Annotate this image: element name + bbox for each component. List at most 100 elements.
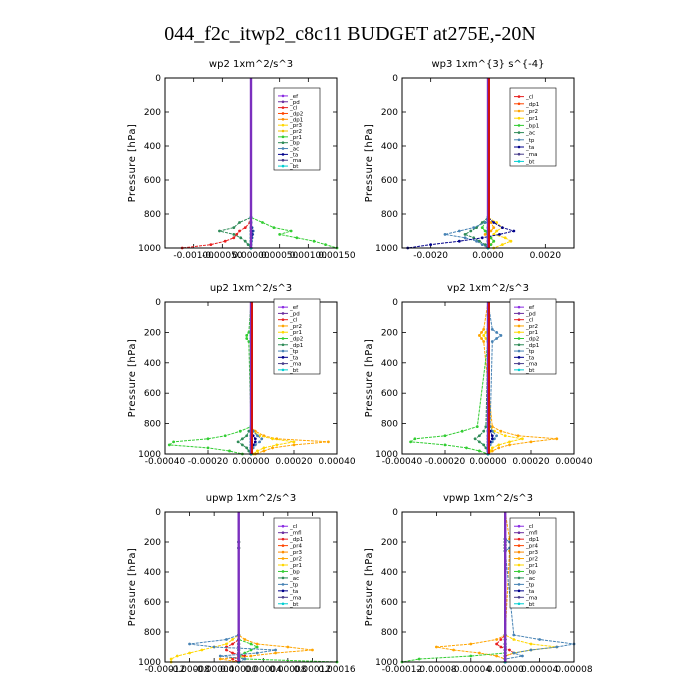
x-tick-label: -0.00050: [202, 251, 243, 261]
series-point: [312, 239, 316, 243]
series-point: [495, 642, 498, 646]
plot-frame: [164, 77, 338, 249]
series-point: [225, 648, 228, 652]
legend-label: _ma: [525, 152, 537, 158]
x-tick-label: 0.00100: [290, 251, 327, 261]
series-point: [274, 651, 277, 655]
legend-label: _cl: [525, 524, 534, 530]
legend-marker: [281, 537, 285, 541]
y-tick-label: 1000: [375, 658, 398, 668]
y-tick-label: 0: [392, 508, 398, 518]
legend-label: _pr3: [289, 550, 303, 556]
series-point: [499, 429, 503, 433]
series-point: [235, 233, 239, 236]
y-tick-label: 1000: [138, 244, 161, 254]
series-point: [469, 654, 473, 658]
panel-title: wp3 1xm^{3} s^{-4}: [431, 59, 544, 70]
legend-label: _dp2: [289, 337, 303, 343]
series-point: [480, 226, 484, 230]
series-point: [256, 449, 259, 453]
legend-marker: [281, 312, 285, 315]
series-point: [465, 446, 468, 450]
legend-marker: [281, 318, 285, 321]
series-point: [238, 229, 241, 233]
legend-marker: [517, 531, 521, 534]
legend-label: _pr4: [289, 544, 303, 550]
series-point: [490, 340, 494, 343]
y-tick-label: 600: [381, 598, 398, 608]
series-point: [508, 443, 511, 447]
legend-marker: [281, 123, 285, 127]
series-point: [490, 434, 494, 438]
panel-title: vp2 1xm^2/s^3: [447, 283, 529, 294]
plot-frame: [401, 301, 575, 455]
series-point: [555, 645, 559, 649]
series-point: [243, 239, 247, 243]
legend-label: _bp: [289, 569, 300, 575]
legend-label: _pd: [525, 311, 536, 317]
series-point: [271, 446, 274, 450]
series-point: [443, 233, 447, 236]
series-point: [292, 443, 296, 447]
x-tick-label: 0.00000: [469, 457, 506, 467]
chart-panel: vp2 1xm^2/s^3 Pressure [hPa] 0 200 400 600 800…: [364, 283, 593, 467]
x-tick-label: 0.00004: [521, 665, 558, 675]
series-line: [463, 78, 489, 249]
y-tick-label: 400: [381, 359, 398, 369]
series-point: [225, 642, 228, 646]
series-point: [245, 446, 249, 450]
y-tick-label: 1000: [138, 658, 161, 668]
chart-panel: wp3 1xm^{3} s^{-4} Pressure [hPa] 0 200 400 6…: [364, 59, 575, 261]
series-point: [475, 226, 478, 230]
y-tick-label: 600: [381, 176, 398, 186]
series-point: [243, 226, 247, 230]
series-point: [249, 648, 253, 652]
series-point: [498, 233, 501, 236]
series-point: [480, 236, 484, 240]
legend-marker: [281, 164, 285, 168]
series-point: [417, 657, 421, 661]
series-point: [499, 645, 503, 649]
chart-panel: vpwp 1xm^2/s^3 Pressure [hPa] 0 200 400 600 80…: [364, 493, 593, 675]
y-tick-label: 0: [392, 74, 398, 84]
series-point: [253, 437, 257, 441]
legend-marker: [281, 158, 285, 162]
legend-marker: [281, 324, 285, 328]
legend-marker: [281, 550, 285, 554]
y-tick-label: 1000: [375, 244, 398, 254]
y-tick-label: 200: [144, 538, 161, 548]
series-point: [413, 437, 417, 441]
legend-label: _ef: [289, 94, 299, 100]
series-point: [490, 446, 494, 450]
legend-marker: [517, 537, 521, 541]
legend-marker: [517, 550, 521, 554]
y-tick-label: 200: [144, 328, 161, 338]
legend-marker: [281, 305, 285, 309]
legend: _cl_dp1_pr2_pr1_bp1 _ac_tp_ta_ma_bt: [509, 87, 557, 167]
series-point: [478, 434, 481, 438]
x-tick-label: -0.00004: [194, 665, 235, 675]
series-point: [509, 239, 513, 243]
series-point: [484, 425, 488, 429]
x-tick-label: 0.00004: [245, 665, 282, 675]
y-tick-label: 600: [144, 389, 161, 399]
series-point: [482, 443, 486, 447]
series-point: [200, 648, 204, 652]
legend-label: _cl: [289, 524, 298, 530]
legend-marker: [281, 112, 285, 115]
legend-label: _tp: [525, 349, 535, 355]
series-point: [469, 642, 473, 646]
series-point: [262, 446, 266, 450]
series-point: [238, 429, 242, 433]
legend-label: _cl: [289, 318, 298, 324]
series-point: [480, 243, 484, 247]
legend-label: _bt: [525, 602, 535, 608]
series-point: [497, 443, 501, 447]
series-point: [289, 229, 293, 233]
series-point: [499, 638, 503, 641]
x-tick-label: 0.00040: [318, 457, 355, 467]
series-line: [474, 302, 489, 454]
x-tick-label: 0.00008: [555, 665, 592, 675]
x-tick-label: 0.00150: [318, 251, 355, 261]
